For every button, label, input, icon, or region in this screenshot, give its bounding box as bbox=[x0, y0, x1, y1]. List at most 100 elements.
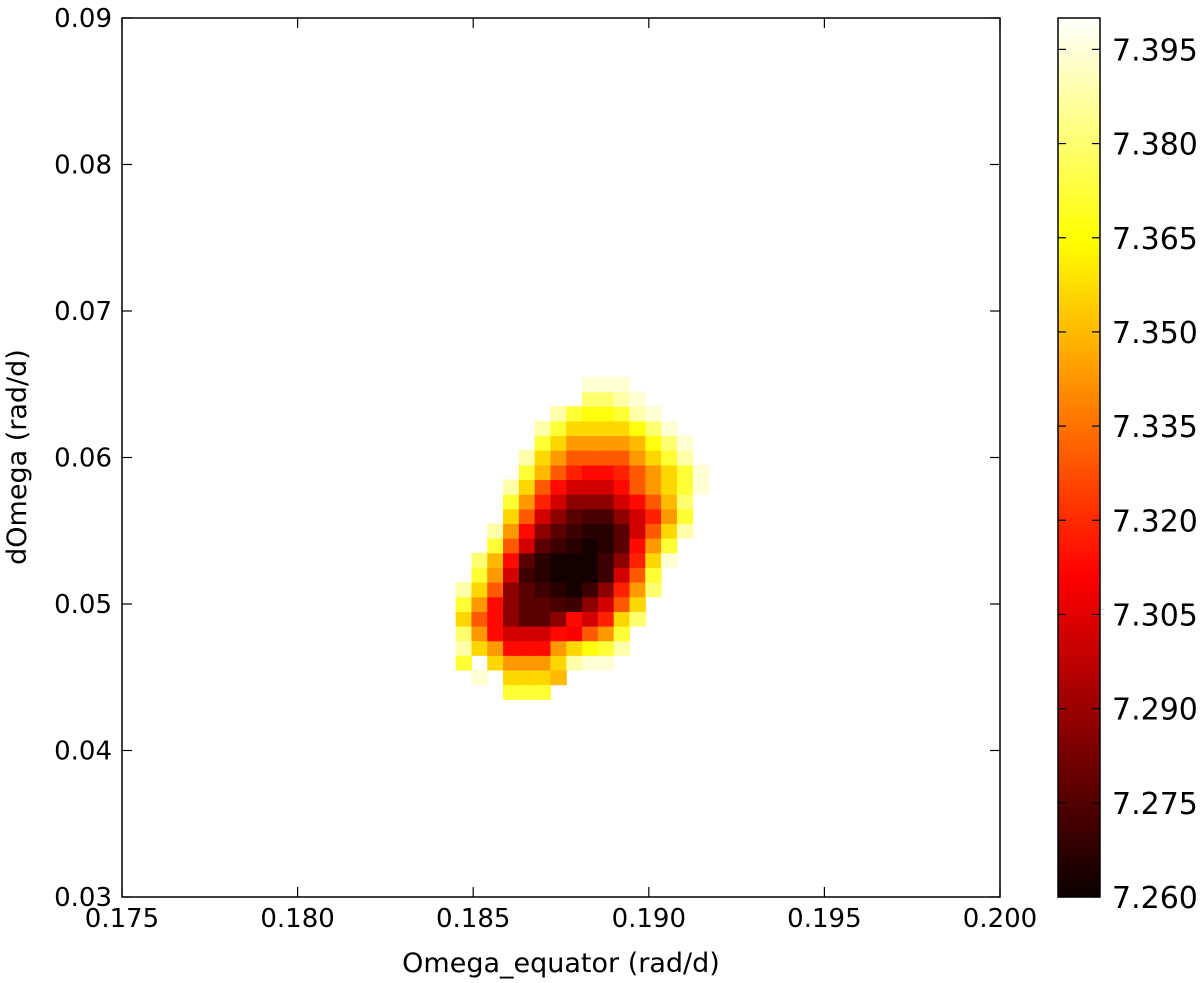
heatmap-cell bbox=[645, 450, 662, 466]
colorbar-ticks: 7.260 7.275 7.290 7.305 7.320 7.335 7.350 7.365… bbox=[1058, 33, 1198, 916]
heatmap-cell bbox=[597, 655, 615, 671]
heatmap-cell bbox=[582, 596, 599, 612]
heatmap-cell bbox=[645, 508, 662, 525]
heatmap-cell bbox=[582, 582, 599, 598]
heatmap-cell bbox=[471, 596, 488, 612]
heatmap-cell bbox=[597, 596, 615, 612]
heatmap-cell bbox=[566, 655, 583, 671]
heatmap-cell bbox=[661, 538, 678, 554]
heatmap-cell bbox=[487, 582, 504, 598]
heatmap-cell bbox=[518, 479, 536, 495]
heatmap-cell bbox=[582, 655, 599, 671]
heatmap-cell bbox=[597, 406, 615, 422]
colorbar-tick-label: 7.305 bbox=[1112, 598, 1198, 633]
heatmap-cell bbox=[613, 582, 631, 598]
heatmap-cell bbox=[455, 655, 473, 671]
y-tick-label: 0.07 bbox=[54, 297, 112, 327]
heatmap-cell bbox=[534, 640, 552, 656]
heatmap-cell bbox=[487, 611, 504, 627]
heatmap-cell bbox=[582, 552, 599, 568]
heatmap-cell bbox=[661, 494, 678, 510]
heatmap-cell bbox=[503, 655, 520, 671]
colorbar-tick-label: 7.320 bbox=[1112, 504, 1198, 539]
colorbar-tick-label: 7.335 bbox=[1112, 410, 1198, 445]
heatmap-cell bbox=[582, 391, 599, 407]
heatmap-cell bbox=[534, 420, 552, 437]
y-tick-label: 0.06 bbox=[54, 444, 112, 474]
x-axis-ticks: 0.175 0.180 0.185 0.190 0.195 0.200 bbox=[85, 18, 1037, 934]
heatmap-cell bbox=[597, 582, 615, 598]
heatmap-cell bbox=[518, 538, 536, 554]
heatmap-cell bbox=[503, 567, 520, 583]
heatmap-cell bbox=[550, 625, 567, 642]
heatmap-cell bbox=[487, 625, 504, 642]
heatmap-cell bbox=[487, 655, 504, 671]
heatmap-cell bbox=[487, 523, 504, 539]
heatmap-cell bbox=[550, 508, 567, 525]
heatmap-cell bbox=[518, 596, 536, 612]
y-tick-label: 0.09 bbox=[54, 4, 112, 34]
heatmap-cell bbox=[534, 625, 552, 642]
heatmap-cell bbox=[550, 567, 567, 583]
heatmap-cell bbox=[661, 552, 678, 568]
heatmap-cell bbox=[534, 538, 552, 554]
heatmap-cell bbox=[613, 508, 631, 525]
heatmap-cell bbox=[645, 406, 662, 422]
x-tick-label: 0.200 bbox=[963, 904, 1037, 934]
heatmap-cell bbox=[661, 464, 678, 481]
y-axis-label: dOmega (rad/d) bbox=[2, 349, 33, 565]
heatmap-cell bbox=[613, 494, 631, 510]
heatmap-cell bbox=[518, 523, 536, 539]
heatmap-cell bbox=[503, 538, 520, 554]
heatmap-cell bbox=[645, 582, 662, 598]
heatmap-cell bbox=[518, 552, 536, 568]
heatmap-cell bbox=[471, 582, 488, 598]
heatmap-cell bbox=[645, 479, 662, 495]
x-tick-label: 0.190 bbox=[612, 904, 686, 934]
heatmap-cell bbox=[566, 420, 583, 437]
heatmap-cell bbox=[676, 464, 694, 481]
heatmap-cell bbox=[645, 538, 662, 554]
heatmap-cell bbox=[518, 582, 536, 598]
colorbar-tick-label: 7.290 bbox=[1112, 693, 1198, 728]
heatmap-cell bbox=[582, 464, 599, 481]
heatmap-cell bbox=[582, 611, 599, 627]
heatmap-cell bbox=[629, 450, 646, 466]
heatmap-cell bbox=[503, 640, 520, 656]
heatmap-cell bbox=[534, 567, 552, 583]
heatmap-cell bbox=[518, 450, 536, 466]
heatmap-cell bbox=[597, 567, 615, 583]
heatmap-cell bbox=[534, 596, 552, 612]
heatmap-cell bbox=[550, 582, 567, 598]
heatmap-cell bbox=[582, 640, 599, 656]
colorbar-tick-label: 7.350 bbox=[1112, 316, 1198, 351]
heatmap-cell bbox=[566, 582, 583, 598]
heatmap-cell bbox=[629, 435, 646, 451]
heatmap-cell bbox=[534, 684, 552, 700]
heatmap-cell bbox=[566, 625, 583, 642]
heatmap-cell bbox=[613, 376, 631, 393]
heatmap-cell bbox=[487, 538, 504, 554]
heatmap-cell bbox=[597, 435, 615, 451]
heatmap-cell bbox=[613, 523, 631, 539]
heatmap-cell bbox=[645, 523, 662, 539]
heatmap-cell bbox=[661, 450, 678, 466]
heatmap-cell bbox=[534, 479, 552, 495]
heatmap-cell bbox=[455, 596, 473, 612]
heatmap-cell bbox=[534, 464, 552, 481]
heatmap-cell bbox=[582, 494, 599, 510]
heatmap-cell bbox=[597, 552, 615, 568]
heatmap-cell bbox=[550, 435, 567, 451]
heatmap-cell bbox=[518, 494, 536, 510]
heatmap-cell bbox=[661, 479, 678, 495]
heatmap-cell bbox=[534, 655, 552, 671]
heatmap-cell bbox=[455, 640, 473, 656]
heatmap-cell bbox=[661, 420, 678, 437]
heatmap-cell bbox=[661, 435, 678, 451]
heatmap-cells bbox=[455, 376, 710, 700]
heatmap-cell bbox=[503, 479, 520, 495]
heatmap-cell bbox=[550, 596, 567, 612]
heatmap-cell bbox=[550, 640, 567, 656]
heatmap-cell bbox=[661, 508, 678, 525]
